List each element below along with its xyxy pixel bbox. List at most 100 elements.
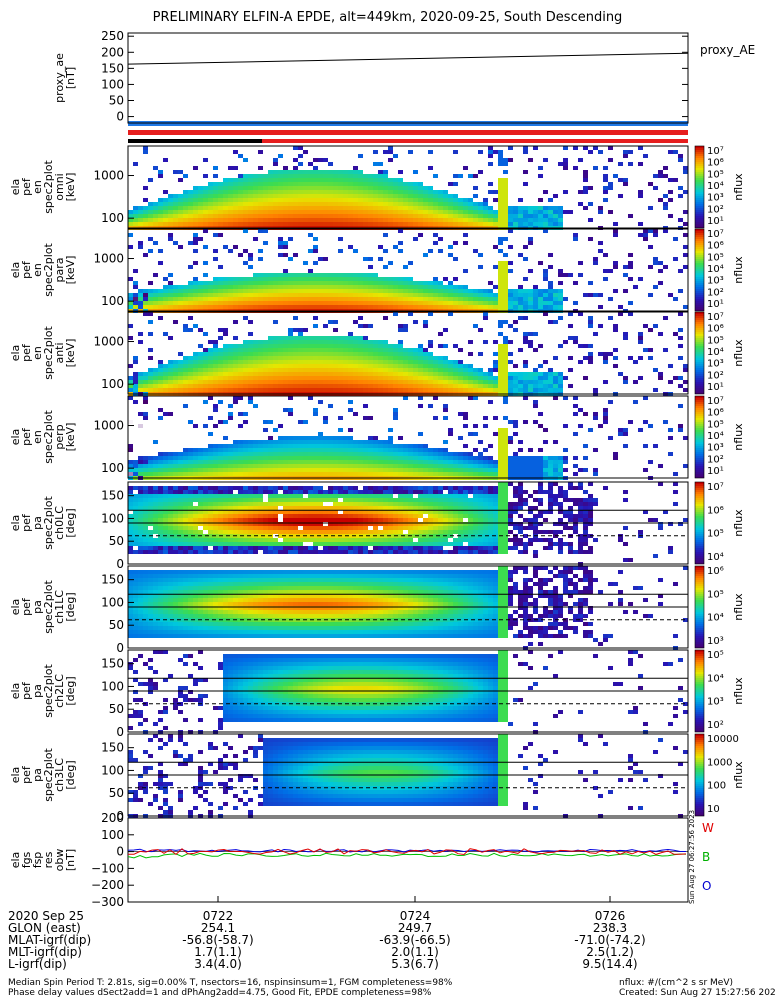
cell <box>428 312 433 316</box>
cell <box>348 456 353 460</box>
cell <box>413 464 418 468</box>
cell <box>153 289 158 293</box>
cell <box>658 198 663 202</box>
cell <box>523 456 528 460</box>
cell <box>213 550 218 554</box>
cell <box>298 510 303 514</box>
cell <box>463 412 468 416</box>
cell <box>248 472 253 476</box>
cell <box>203 502 208 506</box>
cell <box>458 456 463 460</box>
cell <box>343 273 348 277</box>
cell <box>173 506 178 510</box>
cell <box>163 202 168 206</box>
cell <box>418 380 423 384</box>
cell <box>433 281 438 285</box>
cell <box>528 305 533 309</box>
cell <box>188 384 193 388</box>
cell <box>453 344 458 348</box>
cell <box>248 332 253 336</box>
cell <box>153 218 158 222</box>
cell <box>683 222 688 226</box>
cell <box>238 460 243 464</box>
cell <box>288 178 293 182</box>
cell <box>563 297 568 301</box>
cell <box>518 440 523 444</box>
cell <box>558 380 563 384</box>
cell <box>683 388 688 392</box>
cell <box>283 368 288 372</box>
cell <box>168 198 173 202</box>
cell <box>233 202 238 206</box>
cell <box>148 490 153 494</box>
cell <box>543 388 548 392</box>
cell <box>323 324 328 328</box>
cell <box>288 498 293 502</box>
cell <box>288 214 293 218</box>
cell <box>373 210 378 214</box>
cell <box>173 364 178 368</box>
cell <box>193 206 198 210</box>
cell <box>418 448 423 452</box>
cell <box>313 214 318 218</box>
cell <box>333 293 338 297</box>
cell <box>418 289 423 293</box>
cell <box>363 460 368 464</box>
cell <box>153 538 158 542</box>
cell <box>428 340 433 344</box>
cell <box>308 336 313 340</box>
cell <box>148 281 153 285</box>
cell <box>218 202 223 206</box>
cell <box>438 249 443 253</box>
cell <box>188 376 193 380</box>
cell <box>243 281 248 285</box>
cell <box>333 214 338 218</box>
cell <box>463 460 468 464</box>
cell <box>328 464 333 468</box>
cell <box>293 186 298 190</box>
cell <box>223 277 228 281</box>
colorbar-cell <box>695 368 704 370</box>
cell <box>633 400 638 404</box>
cell <box>598 324 603 328</box>
cell <box>278 486 283 490</box>
cell <box>153 206 158 210</box>
cell <box>273 214 278 218</box>
cell <box>398 352 403 356</box>
cell <box>133 498 138 502</box>
cell <box>533 380 538 384</box>
cell <box>323 352 328 356</box>
cell <box>418 285 423 289</box>
cell <box>148 376 153 380</box>
cell <box>578 202 583 206</box>
cell <box>213 305 218 309</box>
cell <box>148 356 153 360</box>
cell <box>303 297 308 301</box>
cell <box>468 202 473 206</box>
cell <box>558 464 563 468</box>
cell <box>368 376 373 380</box>
cell <box>333 186 338 190</box>
cell <box>418 368 423 372</box>
cell <box>438 360 443 364</box>
cell <box>383 340 388 344</box>
cell <box>413 297 418 301</box>
cell <box>158 289 163 293</box>
cell <box>138 206 143 210</box>
cell <box>488 146 493 150</box>
cell <box>468 472 473 476</box>
cell <box>418 218 423 222</box>
cell <box>403 285 408 289</box>
cell <box>273 360 278 364</box>
cell <box>228 202 233 206</box>
cell <box>483 198 488 202</box>
cell <box>153 241 158 245</box>
cell <box>398 277 403 281</box>
cell <box>403 324 408 328</box>
cell <box>248 301 253 305</box>
cell <box>303 190 308 194</box>
cell <box>603 190 608 194</box>
cell <box>263 222 268 226</box>
cell <box>188 542 193 546</box>
cell <box>358 340 363 344</box>
